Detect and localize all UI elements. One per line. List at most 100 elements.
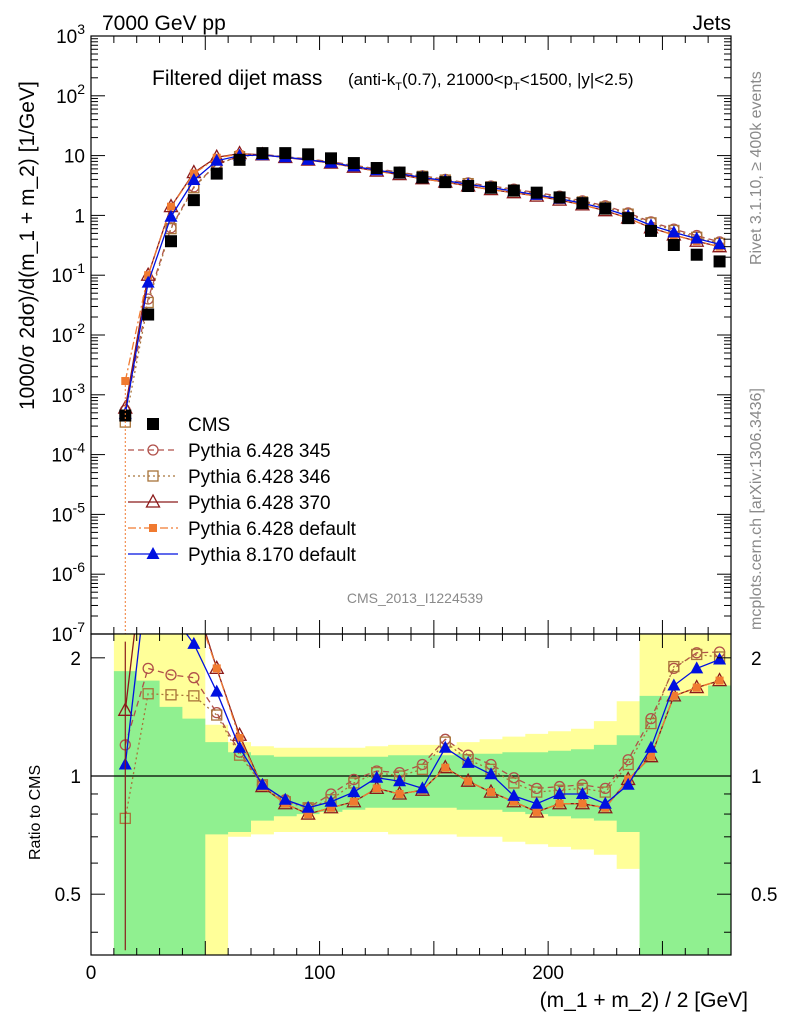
main-point bbox=[690, 248, 703, 261]
legend-marker bbox=[149, 524, 157, 532]
main-ylabel: 1000/σ 2dσ)/d(m_1 + m_2) [1/GeV] bbox=[16, 81, 39, 410]
main-point bbox=[165, 235, 177, 248]
plot-title-sub: (anti-kT(0.7), 21000<pT<1500, |y|<2.5) bbox=[348, 70, 634, 93]
ratio-xtick-label: 0 bbox=[86, 963, 97, 984]
ratio-point bbox=[278, 792, 292, 805]
ratio-point bbox=[211, 709, 223, 721]
main-series-2 bbox=[119, 148, 726, 428]
main-point bbox=[439, 176, 452, 189]
main-point bbox=[713, 255, 726, 268]
main-point bbox=[256, 147, 269, 160]
legend-marker bbox=[147, 418, 159, 430]
ratio-point bbox=[210, 684, 224, 697]
side-label-bottom: mcplots.cern.ch [arXiv:1306.3436] bbox=[748, 388, 765, 630]
main-point bbox=[645, 224, 657, 237]
ratio-point bbox=[621, 777, 635, 790]
ratio-point bbox=[370, 770, 384, 783]
main-point bbox=[210, 167, 223, 180]
main-point bbox=[667, 238, 680, 251]
ratio-xtick-label: 100 bbox=[304, 963, 336, 984]
ratio-point bbox=[165, 669, 177, 681]
legend-entry: Pythia 8.170 default bbox=[128, 545, 357, 566]
legend-entry: CMS bbox=[147, 415, 230, 436]
header-left: 7000 GeV pp bbox=[102, 12, 226, 35]
main-series-line bbox=[124, 152, 720, 409]
ratio-point bbox=[441, 763, 450, 772]
main-point bbox=[119, 409, 132, 422]
main-point bbox=[347, 157, 360, 170]
ratio-point bbox=[509, 797, 518, 806]
legend-label: CMS bbox=[188, 415, 230, 436]
main-series-3 bbox=[117, 145, 728, 414]
main-point bbox=[167, 202, 175, 211]
legend: CMS Pythia 6.428 345 Pythia 6.428 346 Pythi… bbox=[128, 415, 357, 566]
ratio-point bbox=[578, 799, 587, 808]
ratio-point bbox=[667, 678, 681, 691]
ratio-series-line bbox=[204, 634, 720, 815]
legend-label: Pythia 6.428 346 bbox=[188, 467, 331, 488]
main-point bbox=[485, 181, 497, 194]
ratio-point bbox=[255, 777, 269, 790]
ratio-point bbox=[415, 781, 429, 794]
main-point bbox=[462, 180, 475, 193]
ratio-point bbox=[622, 758, 634, 771]
ratio-ylabel: Ratio to CMS bbox=[27, 765, 44, 860]
ratio-xtick-label: 200 bbox=[532, 963, 564, 984]
main-point bbox=[164, 209, 178, 222]
legend-marker bbox=[147, 470, 159, 482]
ratio-point bbox=[692, 683, 701, 692]
legend-entry: Pythia 6.428 default bbox=[128, 519, 357, 540]
main-point bbox=[302, 148, 315, 161]
main-point bbox=[325, 152, 337, 165]
main-point bbox=[530, 186, 543, 199]
ratio-point bbox=[372, 784, 381, 793]
main-ytick-label: 10-3 bbox=[51, 380, 85, 407]
main-point bbox=[576, 197, 589, 210]
ratio-point bbox=[668, 660, 680, 673]
ratio-point bbox=[212, 664, 221, 673]
legend-label: Pythia 6.428 370 bbox=[188, 493, 331, 514]
ratio-point bbox=[647, 752, 655, 761]
ratio-ytick-label: 0.5 bbox=[55, 885, 81, 906]
legend-marker bbox=[146, 547, 160, 559]
main-point bbox=[233, 153, 246, 166]
ratio-series-line bbox=[124, 653, 720, 819]
ratio-point bbox=[464, 777, 473, 786]
side-label-top: Rivet 3.1.10, ≥ 400k events bbox=[748, 71, 765, 265]
watermark: CMS_2013_I1224539 bbox=[347, 590, 483, 606]
ratio-point bbox=[211, 707, 223, 719]
ratio-point bbox=[393, 774, 407, 787]
main-point bbox=[187, 194, 200, 207]
main-point bbox=[507, 184, 520, 197]
main-point bbox=[416, 171, 429, 184]
ratio-point bbox=[484, 767, 498, 780]
main-point bbox=[393, 166, 406, 179]
ratio-point bbox=[575, 786, 589, 799]
ratio-point bbox=[349, 797, 358, 806]
ratio-ytick-label: 2 bbox=[70, 649, 81, 670]
ratio-point bbox=[487, 788, 495, 797]
main-point bbox=[553, 191, 566, 204]
main-point bbox=[141, 275, 155, 288]
ratio-point bbox=[235, 733, 244, 742]
ratio-point bbox=[187, 636, 201, 649]
legend-label: Pythia 6.428 default bbox=[188, 519, 357, 540]
ratio-point bbox=[142, 688, 154, 700]
ratio-ytick-label-right: 2 bbox=[751, 649, 762, 670]
main-point bbox=[210, 153, 224, 166]
main-point bbox=[279, 147, 292, 160]
ratio-point bbox=[644, 740, 658, 753]
plot-title-main: Filtered dijet mass bbox=[152, 67, 322, 90]
ratio-point bbox=[347, 785, 361, 798]
x-axis-label: (m_1 + m_2) / 2 [GeV] bbox=[540, 989, 748, 1012]
ratio-ytick-label-right: 1 bbox=[751, 767, 762, 788]
main-ytick-label: 103 bbox=[56, 21, 85, 48]
legend-label: Pythia 8.170 default bbox=[188, 545, 357, 566]
main-series-line bbox=[124, 153, 720, 411]
legend-label: Pythia 6.428 345 bbox=[188, 441, 331, 462]
legend-marker bbox=[145, 493, 161, 508]
ratio-point bbox=[304, 810, 313, 819]
ratio-point bbox=[669, 691, 678, 700]
main-ytick-label: 10-6 bbox=[51, 559, 85, 586]
ratio-point bbox=[715, 676, 724, 685]
